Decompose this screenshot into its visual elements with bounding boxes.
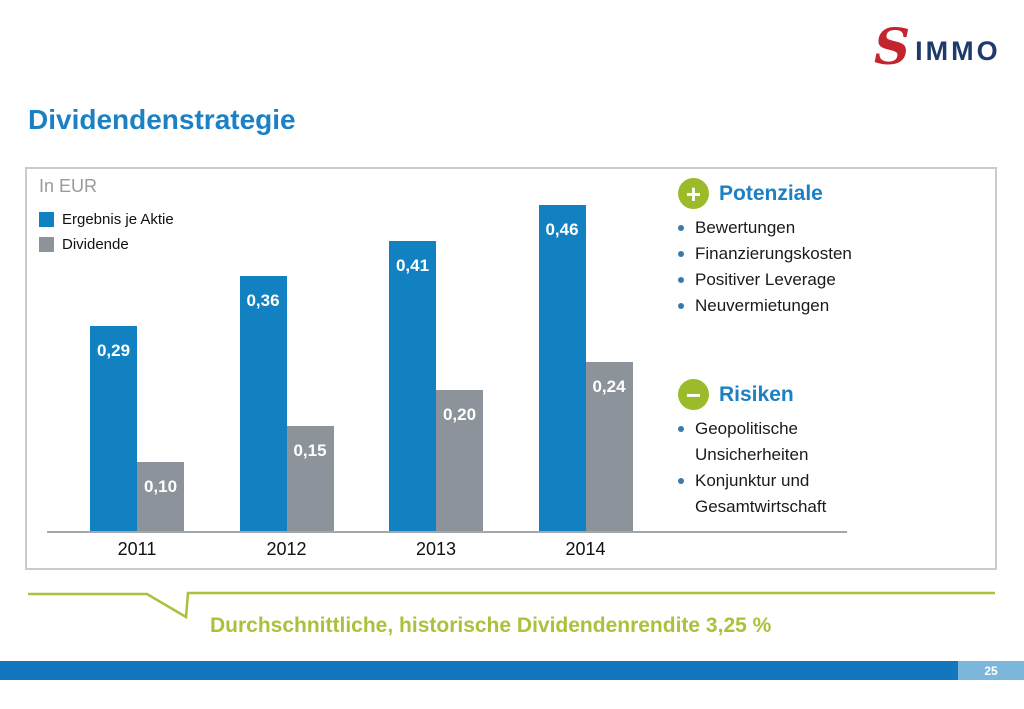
bar-value-label: 0,10 (143, 477, 178, 496)
list-item: Finanzierungskosten (678, 241, 893, 267)
simmo-s-icon: S (874, 17, 911, 76)
potenziale-panel: + Potenziale Bewertungen Finanzierungskos… (678, 178, 893, 319)
list-item-text: Bewertungen (695, 218, 796, 237)
page-number: 25 (984, 663, 998, 678)
x-axis-label-2014: 2014 (565, 539, 606, 559)
bar-dividende-2013: 0,20 (436, 390, 483, 533)
risiken-panel: − Risiken Geopolitische Unsicherheiten Ko… (678, 379, 893, 520)
list-item-text: Positiver Leverage (695, 270, 836, 289)
bar-ergebnis-2011: 0,29 (90, 326, 137, 533)
simmo-logo-text: IMMO (915, 35, 1001, 66)
bar-ergebnis-2013: 0,41 (389, 241, 436, 533)
bar-value-label: 0,15 (293, 441, 327, 460)
chart-legend: Ergebnis je Aktie Dividende (39, 207, 174, 257)
chart-panel: In EUR Ergebnis je Aktie Dividende 0,29 0… (25, 167, 997, 570)
risiken-list: Geopolitische Unsicherheiten Konjunktur u… (678, 416, 893, 520)
bar-value-label: 0,46 (545, 220, 579, 239)
bar-dividende-2014: 0,24 (585, 362, 633, 533)
minus-icon: − (678, 379, 709, 410)
x-axis-label-2012: 2012 (266, 539, 307, 559)
bullet-icon (678, 426, 684, 432)
x-axis-label-2013: 2013 (415, 539, 457, 559)
list-item-text: Konjunktur und Gesamtwirtschaft (695, 471, 827, 516)
bar-value-label: 0,36 (246, 291, 280, 310)
plus-icon: + (678, 178, 709, 209)
bar-value-label: 0,20 (442, 405, 477, 424)
bar-value-label: 0,41 (395, 256, 430, 275)
bar-ergebnis-2012: 0,36 (239, 276, 287, 533)
list-item: Neuvermietungen (678, 293, 893, 319)
bar-ergebnis-2014: 0,46 (538, 205, 586, 533)
bar-dividende-2012: 0,15 (286, 426, 334, 533)
simmo-logo: S IMMO (874, 17, 1001, 76)
list-item: Konjunktur und Gesamtwirtschaft (678, 468, 893, 520)
x-axis-line (47, 531, 847, 533)
callout-text: Durchschnittliche, historische Dividende… (210, 614, 772, 637)
bullet-icon (678, 277, 684, 283)
legend-label: Ergebnis je Aktie (62, 211, 174, 228)
list-item-text: Finanzierungskosten (695, 244, 852, 263)
potenziale-heading: + Potenziale (678, 178, 893, 209)
bullet-icon (678, 478, 684, 484)
page-title: Dividendenstrategie (28, 104, 296, 135)
legend-swatch-blue-icon (39, 212, 54, 227)
list-item-text: Geopolitische Unsicherheiten (695, 419, 809, 464)
bar-value-label: 0,29 (96, 341, 131, 360)
bullet-icon (678, 303, 684, 309)
risiken-heading: − Risiken (678, 379, 893, 410)
page-number-badge: 25 (958, 661, 1024, 680)
list-item-text: Neuvermietungen (695, 296, 830, 315)
legend-label: Dividende (62, 236, 129, 253)
list-item: Geopolitische Unsicherheiten (678, 416, 893, 468)
x-axis-label-2011: 2011 (117, 539, 157, 559)
chart-unit-label: In EUR (39, 176, 98, 196)
bar-value-label: 0,24 (592, 377, 626, 396)
potenziale-title: Potenziale (719, 181, 823, 205)
legend-swatch-gray-icon (39, 237, 54, 252)
list-item: Bewertungen (678, 215, 893, 241)
bullet-icon (678, 225, 684, 231)
footer-bar (0, 661, 958, 680)
bullet-icon (678, 251, 684, 257)
bar-dividende-2011: 0,10 (137, 462, 184, 533)
risiken-title: Risiken (719, 382, 794, 406)
legend-item-ergebnis: Ergebnis je Aktie (39, 207, 174, 232)
legend-item-dividende: Dividende (39, 232, 174, 257)
plot-area: 0,29 0,10 2011 0,36 0,15 2012 0,41 0,20 2013 0,46… (47, 169, 877, 559)
potenziale-list: Bewertungen Finanzierungskosten Positiver … (678, 215, 893, 319)
list-item: Positiver Leverage (678, 267, 893, 293)
